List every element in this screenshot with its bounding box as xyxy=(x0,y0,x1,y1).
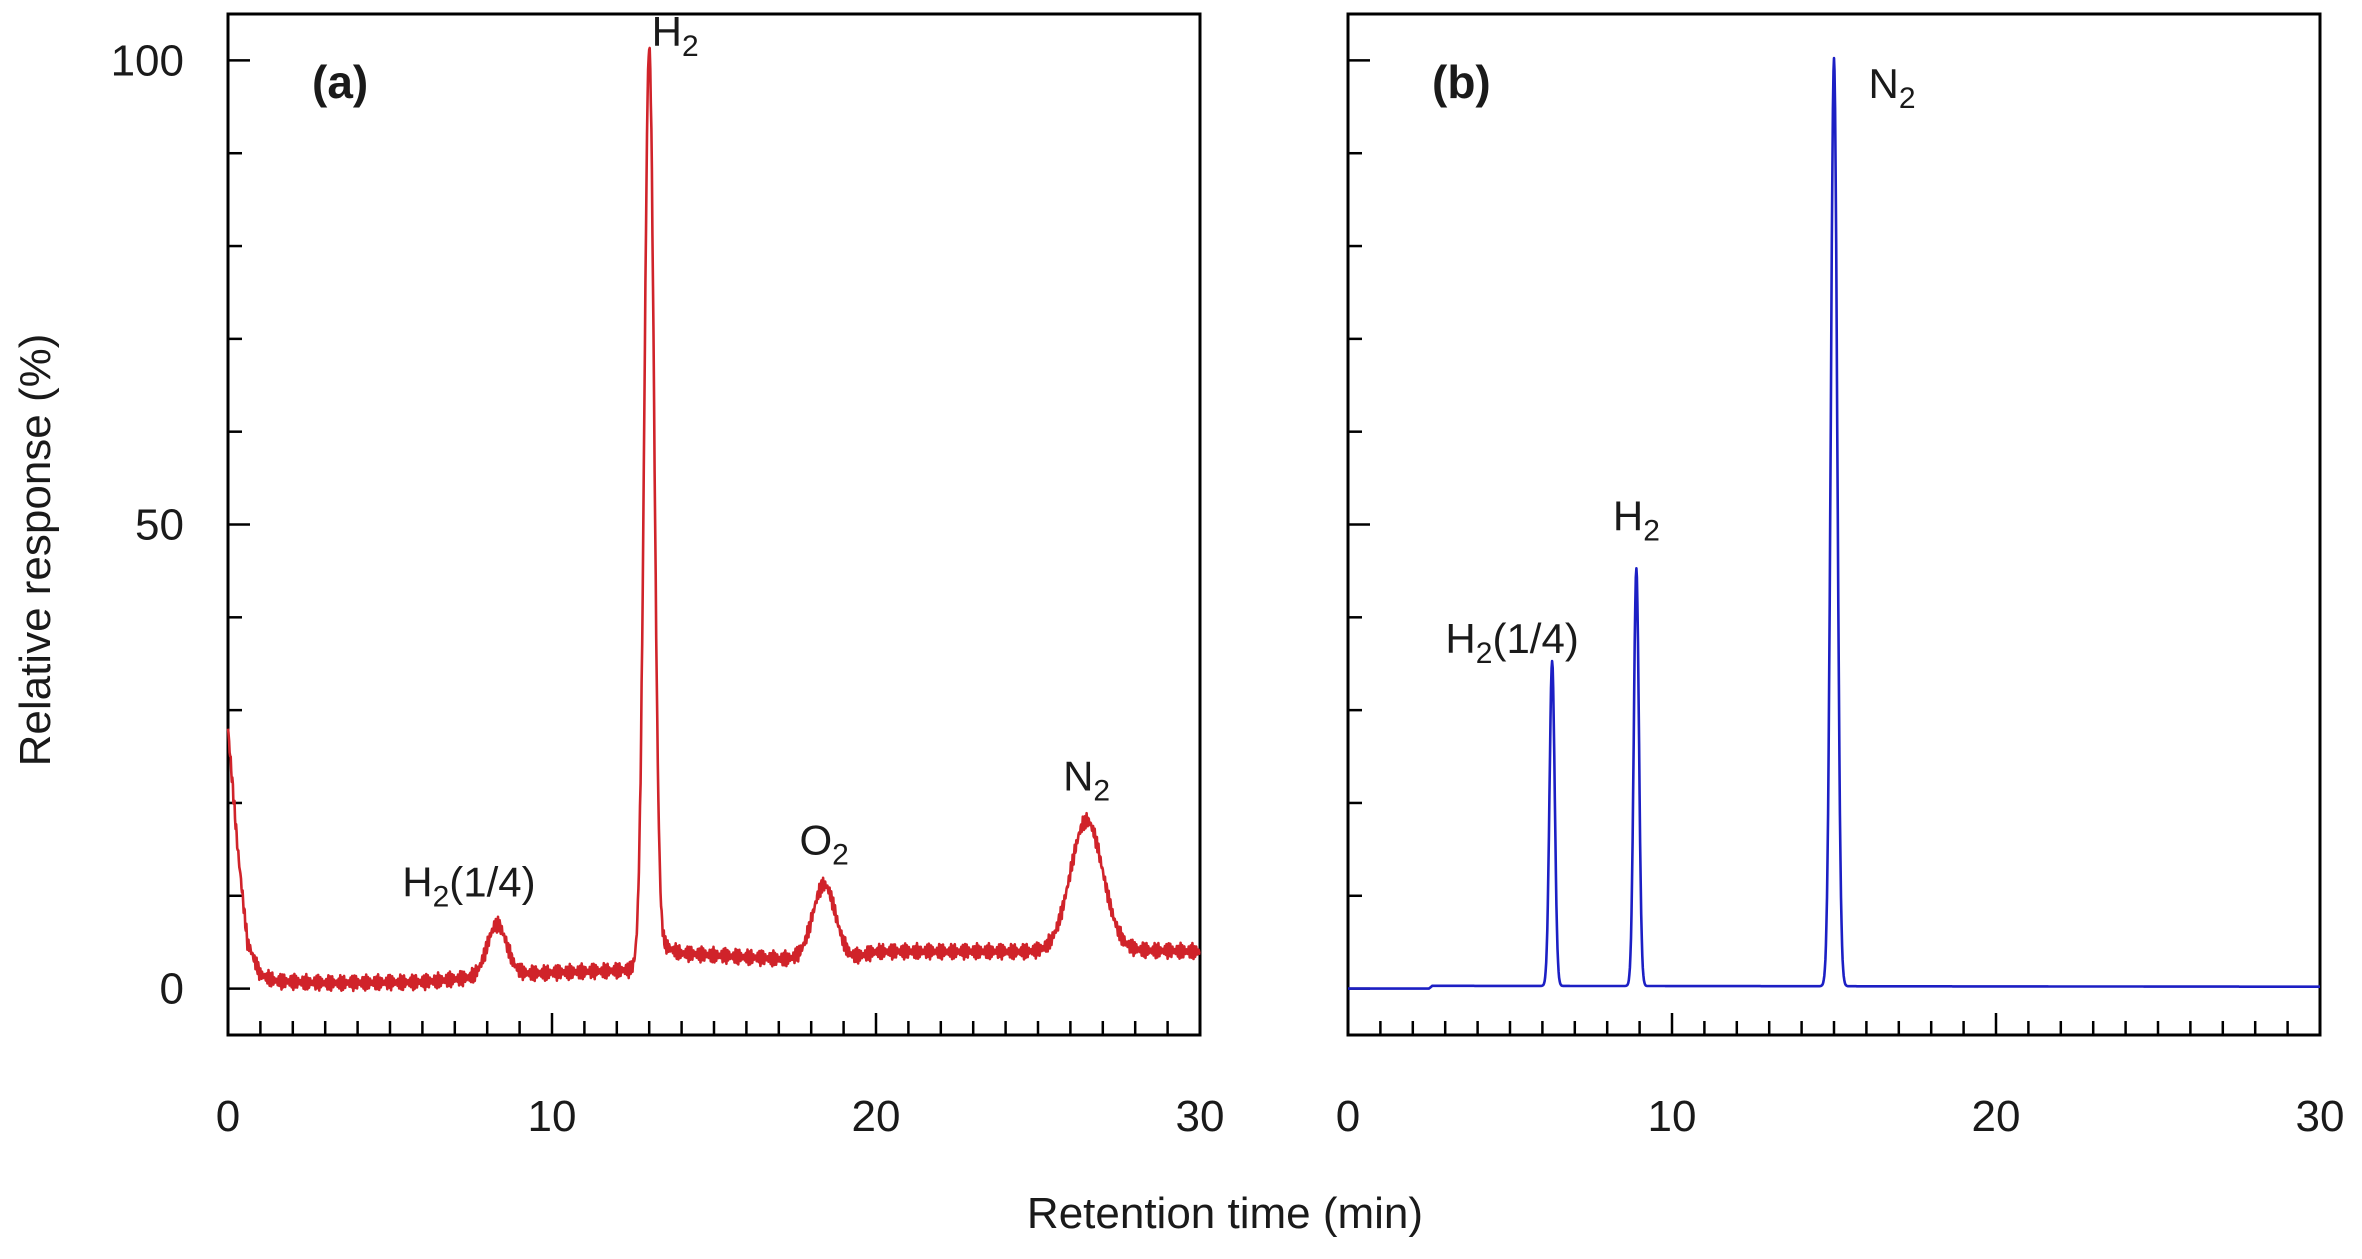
y-tick-label: 0 xyxy=(160,965,184,1014)
x-tick-label: 10 xyxy=(1648,1092,1697,1141)
peak-label: H2 xyxy=(652,8,699,63)
peak-label: N2 xyxy=(1868,60,1915,115)
peak-label: H2(1/4) xyxy=(402,859,535,914)
panel-a: 0 10 20 30 0 50 100 (a) H2(1/4) H2 O2 N2 xyxy=(111,8,1225,1141)
peak-label: N2 xyxy=(1063,753,1110,808)
peak-label: H2 xyxy=(1613,492,1660,547)
x-tick-label: 0 xyxy=(216,1092,240,1141)
chromatogram-trace xyxy=(226,46,1201,993)
y-tick-label: 50 xyxy=(135,501,184,550)
chromatogram-trace xyxy=(1347,56,2321,990)
x-tick-label: 10 xyxy=(528,1092,577,1141)
x-tick-label: 30 xyxy=(1176,1092,1225,1141)
panel-label: (b) xyxy=(1432,56,1491,108)
peak-label: O2 xyxy=(799,817,848,872)
panel-b: 0 10 20 30 (b) H2(1/4) H2 N2 xyxy=(1336,12,2345,1141)
x-tick-label: 0 xyxy=(1336,1092,1360,1141)
x-tick-label: 20 xyxy=(852,1092,901,1141)
x-axis-title: Retention time (min) xyxy=(1027,1189,1423,1238)
y-tick-label: 100 xyxy=(111,36,184,85)
x-tick-label: 30 xyxy=(2296,1092,2345,1141)
x-tick-label: 20 xyxy=(1972,1092,2021,1141)
plot-frame xyxy=(226,12,1202,1037)
peak-label: H2(1/4) xyxy=(1445,615,1578,670)
panel-label: (a) xyxy=(312,56,368,108)
y-axis-title: Relative response (%) xyxy=(11,334,60,767)
plot-frame xyxy=(1346,12,2322,1037)
